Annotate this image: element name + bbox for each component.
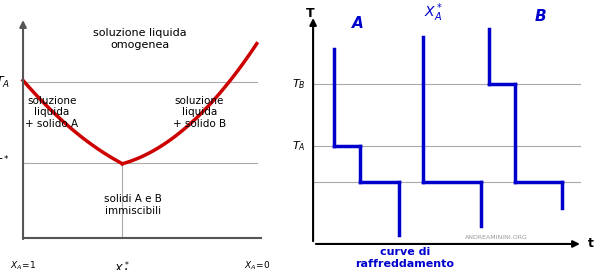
Text: curve di
raffreddamento: curve di raffreddamento — [355, 247, 454, 269]
Text: $T^*$: $T^*$ — [0, 155, 10, 171]
Text: $X_A\!=\!0$
$X_B\!=\!1$: $X_A\!=\!0$ $X_B\!=\!1$ — [244, 259, 270, 270]
Text: soluzione
liquida
+ solido B: soluzione liquida + solido B — [173, 96, 226, 129]
Text: soluzione
liquida
+ solido A: soluzione liquida + solido A — [25, 96, 78, 129]
Text: $T_A$: $T_A$ — [292, 139, 305, 153]
Text: A: A — [352, 16, 364, 31]
Text: $T_A$: $T_A$ — [0, 75, 10, 90]
Text: ANDREAMININI.ORG: ANDREAMININI.ORG — [465, 235, 528, 240]
Text: $X_A\!=\!1$
$X_B\!=\!0$: $X_A\!=\!1$ $X_B\!=\!0$ — [10, 259, 36, 270]
Text: $X^*_A$: $X^*_A$ — [114, 259, 130, 270]
Text: $X^*_A$: $X^*_A$ — [424, 2, 443, 24]
Text: B: B — [535, 9, 547, 24]
Text: soluzione liquida
omogenea: soluzione liquida omogenea — [93, 28, 187, 50]
Text: $T_B$: $T_B$ — [292, 77, 305, 91]
Text: t: t — [588, 237, 594, 251]
Text: solidi A e B
immiscibili: solidi A e B immiscibili — [104, 194, 162, 216]
Text: T: T — [306, 7, 315, 20]
